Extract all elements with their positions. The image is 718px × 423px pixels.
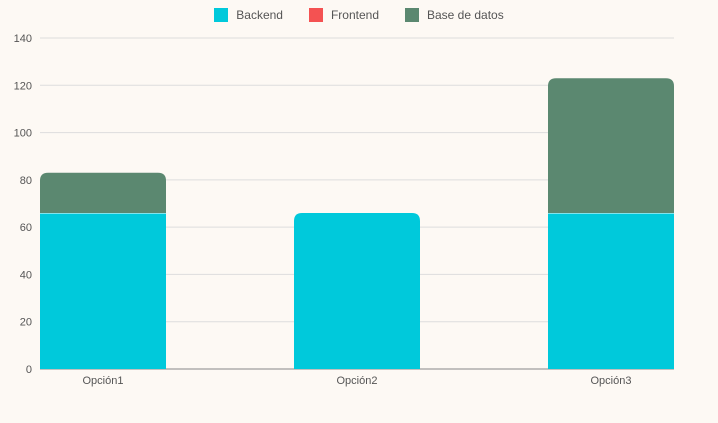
y-tick-label: 100 <box>14 128 32 140</box>
y-tick-label: 140 <box>14 33 32 45</box>
bar-segment-base-de-datos <box>40 172 166 213</box>
x-tick-label: Opción3 <box>591 375 632 387</box>
legend-swatch <box>214 8 229 22</box>
bar-segment-backend <box>40 212 166 369</box>
y-tick-label: 120 <box>14 80 32 92</box>
legend-label: Base de datos <box>427 8 504 22</box>
legend-swatch <box>405 8 419 22</box>
y-tick-label: 40 <box>20 269 32 281</box>
x-tick-label: Opción1 <box>83 375 124 387</box>
y-tick-label: 0 <box>26 364 32 376</box>
legend-label: Backend <box>236 8 283 22</box>
legend-swatch <box>308 8 323 22</box>
x-tick-label: Opción2 <box>337 375 378 387</box>
y-tick-label: 80 <box>20 175 32 187</box>
bar-segment-backend <box>548 212 674 369</box>
bar-segment-backend <box>294 212 420 369</box>
legend-item-2[interactable]: Base de datos <box>405 8 504 22</box>
legend-item-1[interactable]: Frontend <box>308 8 379 22</box>
bar-segment-base-de-datos <box>548 78 674 213</box>
chart-legend: Backend Frontend Base de datos <box>0 8 718 22</box>
y-tick-label: 60 <box>20 222 32 234</box>
y-tick-label: 20 <box>20 317 32 329</box>
legend-item-0[interactable]: Backend <box>214 8 283 22</box>
legend-label: Frontend <box>330 8 379 22</box>
